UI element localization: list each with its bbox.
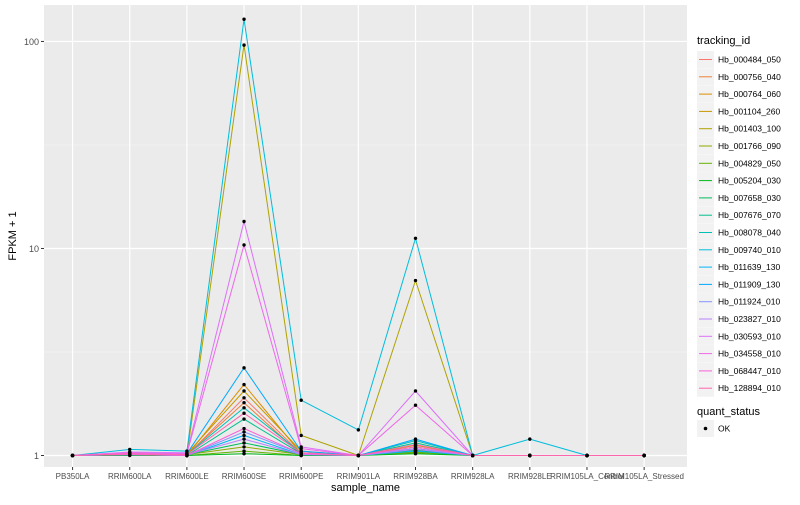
data-point-Hb_008078_040-3 (242, 406, 246, 410)
data-point-Hb_128894_010-4 (299, 451, 303, 455)
data-point-Hb_128894_010-6 (413, 442, 418, 447)
y-axis: 1 10 100 (24, 37, 44, 461)
legend-label: Hb_011909_130 (718, 279, 781, 289)
legend-title: tracking_id (697, 35, 750, 47)
data-point-Hb_007676_070-3 (242, 417, 246, 421)
legend-shape-key-point-0 (703, 426, 708, 431)
plot-panel (44, 5, 687, 467)
data-point-Hb_001403_100-6 (413, 278, 418, 283)
data-point-Hb_007658_030-3 (242, 441, 246, 445)
data-point-Hb_128894_010-1 (128, 452, 132, 456)
data-point-Hb_009740_010-1 (128, 447, 132, 452)
data-point-Hb_128894_010-2 (185, 452, 189, 457)
legend-label: Hb_007676_070 (718, 210, 781, 220)
data-point-Hb_030593_010-3 (242, 219, 246, 224)
data-point-Hb_034558_010-6 (413, 403, 418, 407)
data-point-Hb_128894_010-0 (70, 453, 75, 458)
legend-label: Hb_001104_260 (718, 106, 781, 116)
data-point-Hb_009740_010-8 (528, 437, 532, 441)
x-tick-label: RRIM600PE (279, 472, 323, 481)
legend-label: Hb_000756_040 (718, 72, 781, 82)
y-tick-label: 10 (29, 244, 39, 254)
x-tick-label: RRIM105LA_Control (550, 472, 624, 481)
data-point-Hb_023827_010-3 (242, 437, 246, 441)
data-point-Hb_023827_010-6 (413, 447, 418, 452)
data-point-Hb_009740_010-6 (413, 236, 418, 240)
data-point-Hb_128894_010-10 (642, 453, 646, 458)
legend-shape-title: quant_status (697, 406, 760, 418)
legend-label: Hb_001766_090 (718, 141, 781, 151)
data-point-Hb_128894_010-3 (242, 411, 246, 415)
x-axis-title: sample_name (331, 482, 400, 494)
data-point-Hb_011909_130-3 (242, 366, 246, 370)
data-point-Hb_011639_130-3 (242, 433, 246, 438)
data-point-Hb_005204_030-6 (413, 452, 418, 456)
legend-label: Hb_068447_010 (718, 366, 781, 376)
x-tick-label: RRIM600SE (222, 472, 266, 481)
data-point-Hb_128894_010-7 (470, 453, 475, 458)
x-tick-label: PB350LA (56, 472, 90, 481)
x-tick-label: RRIM600LE (165, 472, 209, 481)
grid-minor (44, 144, 687, 353)
data-point-Hb_068447_010-6 (413, 445, 418, 449)
x-tick-label: RRIM928LA (451, 472, 495, 481)
data-point-Hb_001403_100-3 (242, 43, 246, 47)
y-tick-label: 1 (34, 451, 39, 461)
x-axis: PB350LA RRIM600LA RRIM600LE RRIM600SE RRIM60… (56, 467, 684, 481)
data-point-Hb_001403_100-4 (299, 433, 303, 438)
legend-label: Hb_005204_030 (718, 176, 781, 186)
legend-tracking-id: tracking_id Hb_000484_050 Hb_000756_040 Hb… (697, 35, 781, 397)
data-point-Hb_000484_050-3 (242, 396, 246, 400)
data-point-Hb_001104_260-3 (242, 389, 246, 393)
data-point-Hb_011909_130-6 (413, 437, 418, 441)
legend-label: Hb_030593_010 (718, 331, 781, 341)
legend-label: Hb_011639_130 (718, 262, 781, 272)
legend-label: Hb_034558_010 (718, 349, 781, 359)
y-tick-label: 100 (24, 37, 39, 47)
legend-quant-status: quant_status OK (697, 406, 760, 437)
data-point-Hb_009740_010-5 (356, 428, 361, 432)
x-tick-label: RRIM928BA (393, 472, 438, 481)
data-point-Hb_034558_010-4 (299, 446, 303, 451)
x-tick-label: RRIM901LA (337, 472, 381, 481)
data-point-Hb_128894_010-8 (528, 453, 532, 458)
legend-label: Hb_008078_040 (718, 228, 781, 238)
data-point-Hb_068447_010-3 (242, 426, 246, 431)
data-point-Hb_030593_010-6 (413, 389, 418, 393)
x-tick-label: RRIM928LE (508, 472, 552, 481)
legend-label: Hb_001403_100 (718, 124, 781, 134)
legend-label: Hb_128894_010 (718, 383, 781, 393)
data-point-Hb_034558_010-3 (242, 243, 246, 247)
x-tick-label: RRIM105LA_Stressed (604, 472, 684, 481)
data-point-Hb_000764_060-3 (242, 382, 246, 387)
legend-label: Hb_011924_010 (718, 297, 781, 307)
legend-label: Hb_009740_010 (718, 245, 781, 255)
legend-shape-label: OK (718, 424, 731, 434)
data-point-Hb_004829_050-3 (242, 449, 246, 453)
y-axis-title: FPKM + 1 (7, 211, 19, 260)
series-points (70, 17, 646, 458)
data-point-Hb_009740_010-3 (242, 17, 246, 21)
legend-label: Hb_000764_060 (718, 89, 781, 99)
legend-label: Hb_000484_050 (718, 55, 781, 65)
data-point-Hb_005204_030-3 (242, 452, 246, 456)
data-point-Hb_009740_010-4 (299, 398, 303, 402)
data-point-Hb_128894_010-5 (356, 453, 361, 458)
data-point-Hb_000756_040-3 (242, 400, 246, 405)
x-tick-label: RRIM600LA (108, 472, 152, 481)
data-point-Hb_011924_010-3 (242, 430, 246, 434)
legend-label: Hb_023827_010 (718, 314, 781, 324)
data-point-Hb_128894_010-9 (585, 453, 589, 458)
legend-label: Hb_004829_050 (718, 158, 781, 168)
data-point-Hb_001766_090-3 (242, 445, 246, 449)
legend-label: Hb_007658_030 (718, 193, 781, 203)
